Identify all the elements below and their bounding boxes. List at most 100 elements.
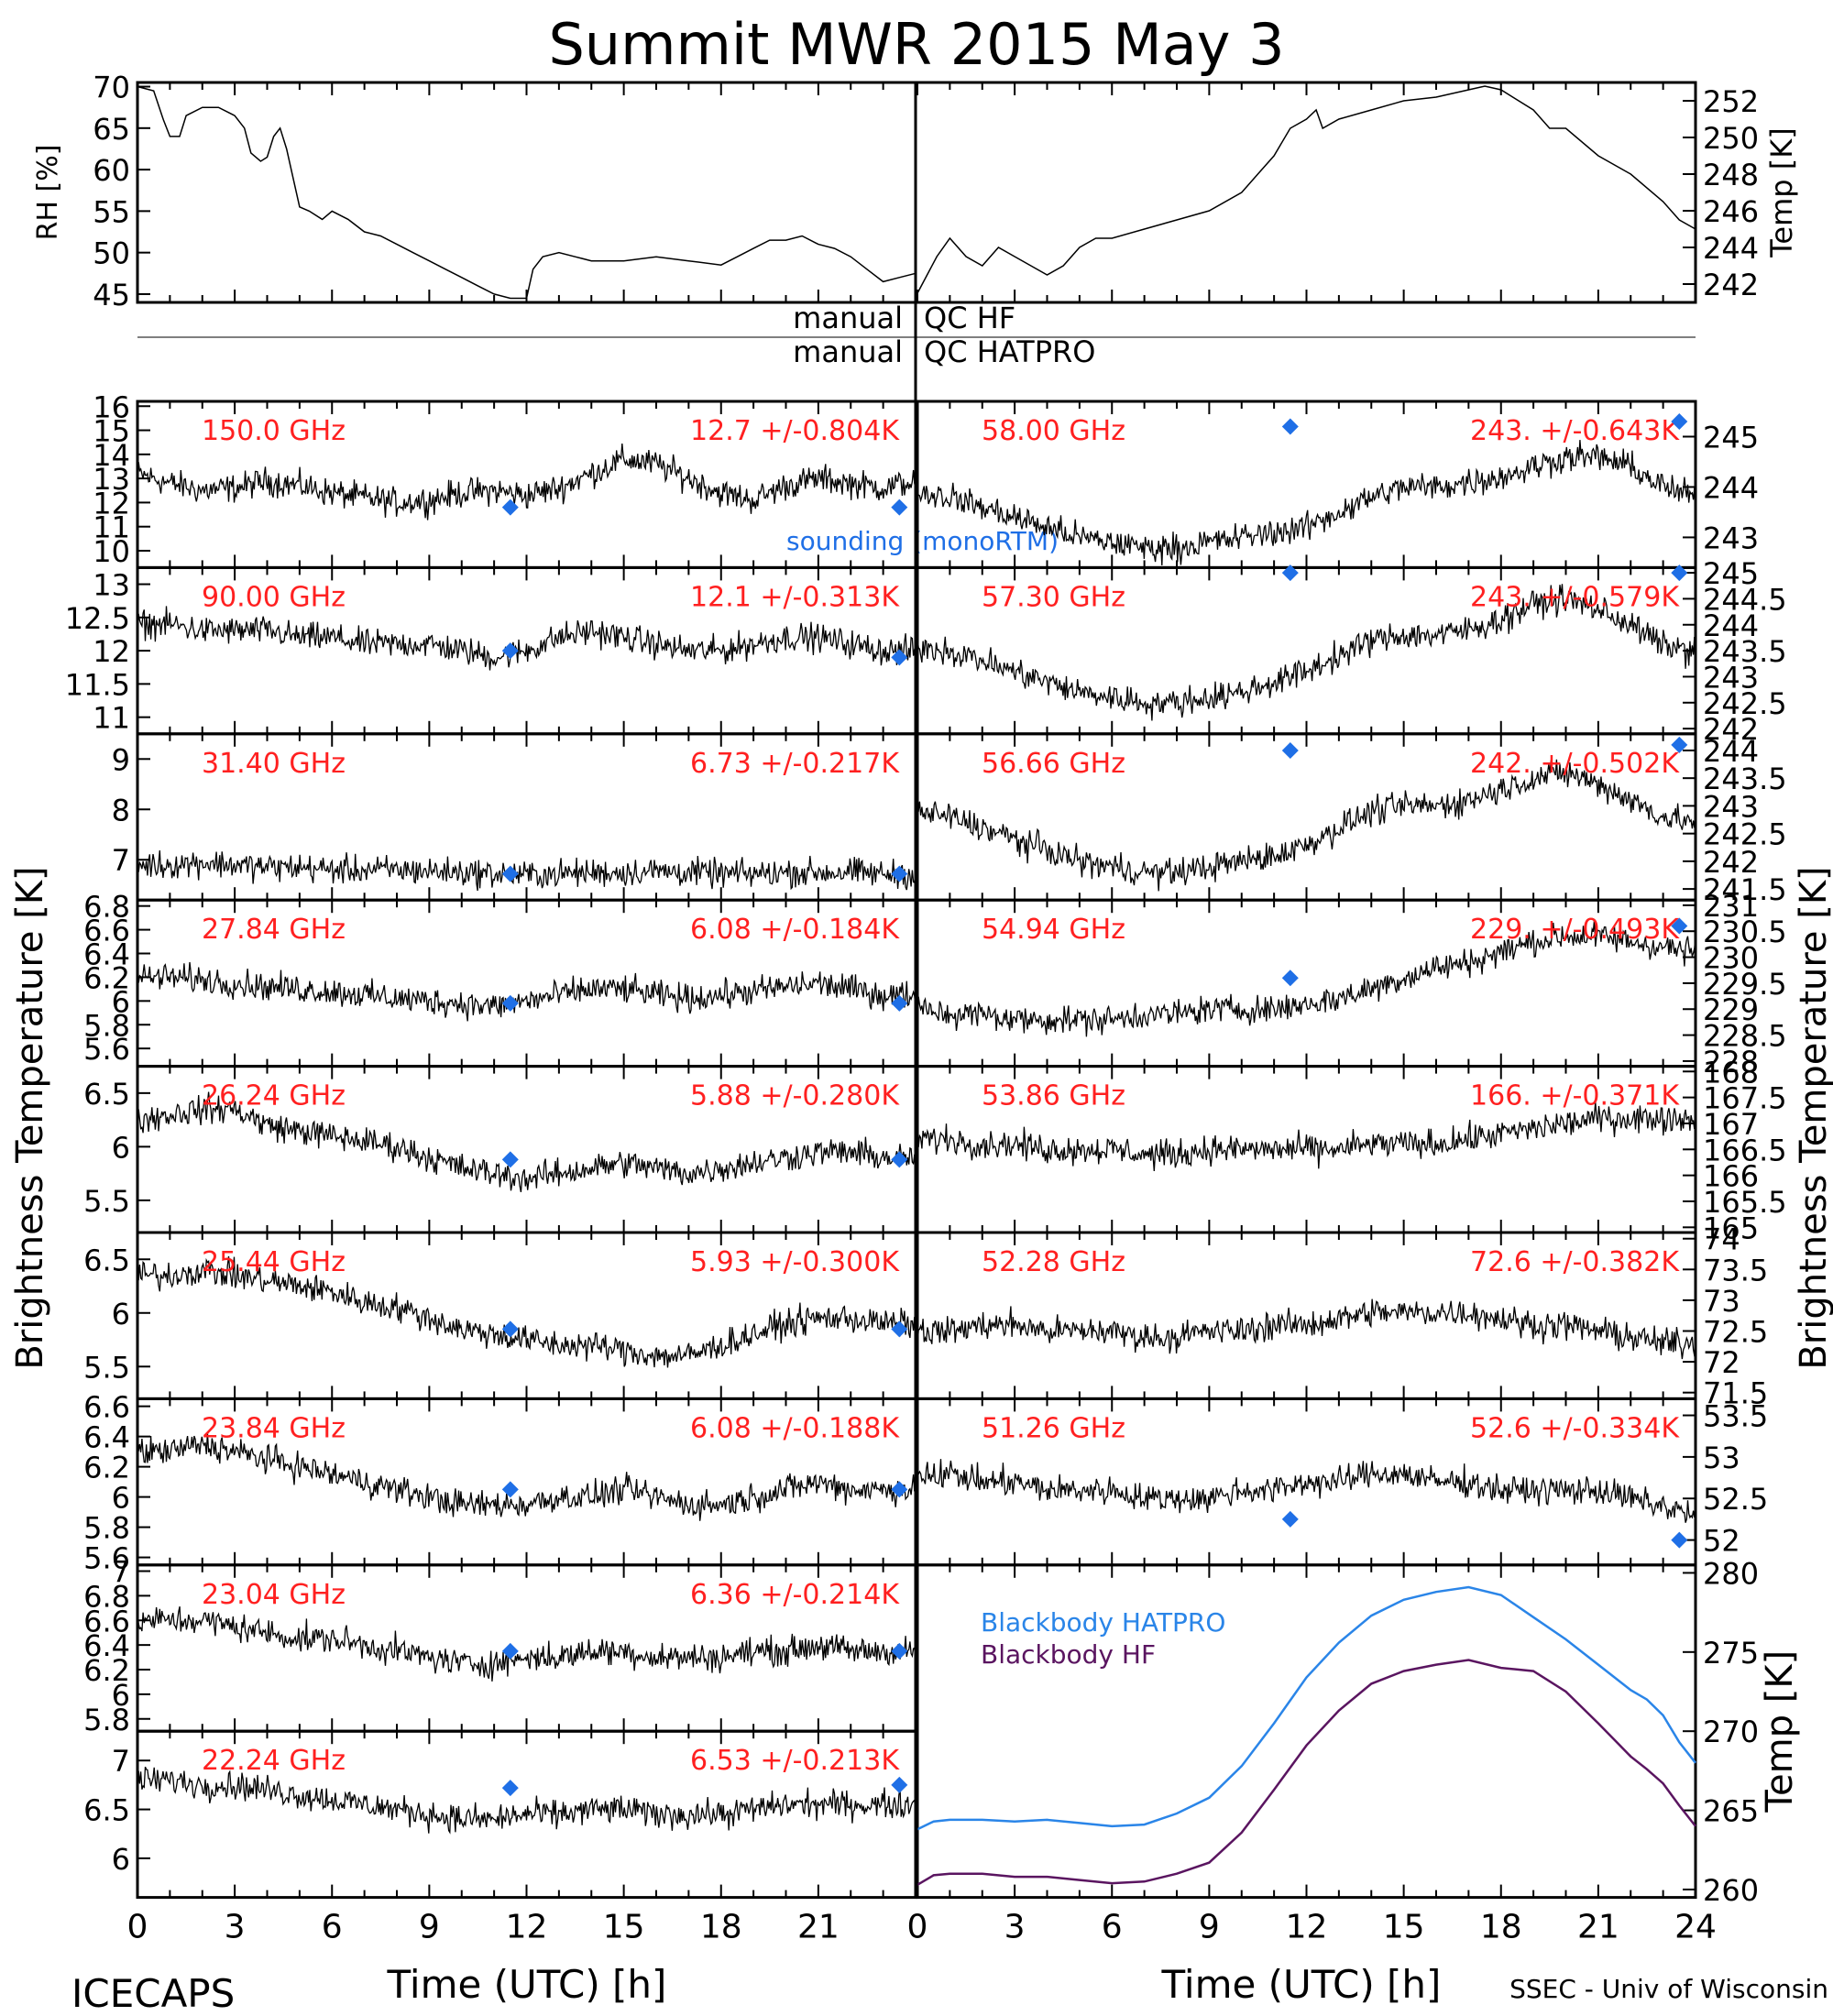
y-tick-label: 6.2 [83,1451,130,1485]
panel-ch5800: 243 244 245 58.00 GHz 243. +/-0.643K [916,400,1759,569]
y-tick-label: 7 [112,1744,130,1779]
series-trace [137,849,916,892]
x-tick-label: 0 [127,1909,148,1946]
y-tick-label: 228 [1703,1045,1759,1079]
y-tick-label: 244 [1703,231,1759,266]
sounding-marker [1671,736,1688,753]
y-tick-label: 244 [1703,470,1759,505]
channel-stats: 166. +/-0.371K [1470,1080,1680,1112]
rh-axis-label: RH [%] [32,145,64,241]
y-tick-label: 16 [93,389,130,424]
y-tick-label: 73.5 [1703,1253,1768,1287]
channel-label: 56.66 GHz [982,748,1125,780]
y-tick-label: 12.5 [65,601,130,636]
y-tick-label: 5.8 [83,1511,130,1546]
y-tick-label: 8 [112,793,130,827]
sounding-marker [1281,564,1299,582]
x-tick-label: 3 [1004,1909,1026,1946]
x-tick-label: 12 [506,1909,548,1946]
sounding-marker [1671,412,1688,430]
y-tick-label: 5.8 [83,1703,130,1737]
y-tick-label: 243 [1703,789,1759,824]
series-trace [137,1606,916,1682]
y-tick-label: 12 [93,486,130,520]
y-tick-label: 6.2 [83,960,130,995]
sounding-marker [891,1776,908,1793]
y-tick-label: 229 [1703,992,1759,1027]
panel-ch2384: 5.65.866.26.46.6 23.84 GHz 6.08 +/-0.188K [83,1390,917,1576]
y-tick-label: 6 [112,984,130,1019]
y-tick-label: 248 [1703,158,1759,192]
y-tick-label: 65 [93,112,130,147]
channel-stats: 6.53 +/-0.213K [690,1745,900,1777]
channel-label: 23.84 GHz [202,1412,346,1444]
channel-label: 23.04 GHz [202,1579,346,1611]
y-tick-label: 60 [93,153,130,188]
y-tick-label: 6.2 [83,1653,130,1688]
y-tick-label: 7 [112,843,130,878]
y-tick-label: 6.4 [83,937,130,972]
y-tick-label: 165 [1703,1211,1759,1245]
series-trace [916,919,1696,1037]
y-tick-label: 6.8 [83,890,130,925]
y-tick-label: 6 [112,1678,130,1713]
y-tick-label: 7 [112,1555,130,1590]
y-tick-label: 230 [1703,941,1759,976]
y-tick-label: 12 [93,634,130,669]
series-trace [916,1459,1696,1523]
y-tick-label: 167.5 [1703,1081,1787,1116]
series-trace [137,1432,916,1521]
channel-label: 22.24 GHz [202,1745,346,1777]
y-tick-label: 241.5 [1703,872,1787,907]
x-tick-label: 12 [1286,1909,1328,1946]
y-tick-label: 229.5 [1703,967,1787,1002]
y-tick-label: 72 [1703,1345,1740,1380]
y-tick-label: 70 [93,71,130,105]
series-trace [137,1766,916,1835]
x-tick-label: 15 [603,1909,645,1946]
y-tick-label: 9 [112,742,130,777]
x-tick-label: 6 [1102,1909,1123,1946]
y-tick-label: 5.5 [83,1350,130,1385]
y-tick-label: 270 [1703,1715,1759,1749]
sounding-marker [501,994,519,1012]
sounding-marker [501,1151,519,1168]
y-tick-label: 6.5 [83,1793,130,1828]
y-tick-label: 6 [112,1842,130,1877]
qc-hatpro-label: QC HATPRO [924,334,1095,369]
blackbody-axis-label: Temp [K] [1759,1650,1801,1813]
sounding-marker [891,1642,908,1660]
y-tick-label: 55 [93,194,130,229]
channel-stats: 243. +/-0.579K [1470,581,1680,613]
y-tick-label: 13 [93,568,130,603]
y-tick-label: 6.6 [83,1390,130,1425]
channel-label: 57.30 GHz [982,581,1125,613]
sounding-marker [1281,741,1299,759]
x-tick-label: 21 [797,1909,840,1946]
y-tick-label: 50 [93,236,130,271]
y-tick-label: 243.5 [1703,761,1787,796]
channel-label: 90.00 GHz [202,581,346,613]
channel-label: 52.28 GHz [982,1246,1125,1278]
sounding-marker [1671,564,1688,582]
y-tick-label: 260 [1703,1873,1759,1908]
sounding-marker [1281,970,1299,987]
y-tick-label: 11.5 [65,667,130,702]
y-tick-label: 245 [1703,420,1759,455]
channel-stats: 12.7 +/-0.804K [690,415,900,447]
y-tick-label: 6 [112,1130,130,1165]
x-tick-label: 18 [700,1909,742,1946]
y-tick-label: 228.5 [1703,1019,1787,1054]
channel-label: 51.26 GHz [982,1412,1125,1444]
temp-axis-label: Temp [K] [1764,127,1799,257]
sounding-marker [1671,917,1688,935]
x-tick-label: 9 [1199,1909,1220,1946]
sounding-marker [891,1320,908,1338]
left-side-label: Brightness Temperature [K] [9,866,51,1369]
bb-hatpro-line [916,1585,1696,1831]
y-tick-label: 13 [93,462,130,497]
y-tick-label: 242 [1703,712,1759,747]
y-tick-label: 231 [1703,889,1759,924]
y-tick-label: 6 [112,1481,130,1516]
